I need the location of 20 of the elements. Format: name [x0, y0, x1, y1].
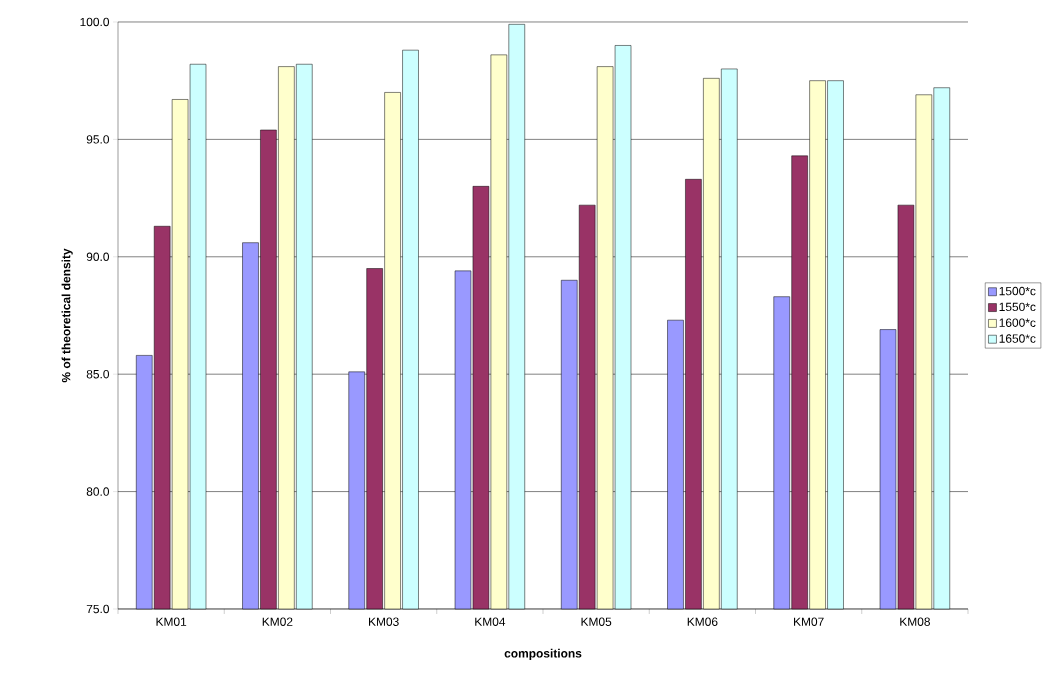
- x-tick-label: KM05: [581, 617, 612, 626]
- x-tick-label: KM04: [475, 617, 506, 626]
- x-tick-label: KM03: [369, 617, 399, 626]
- y-tick-label: 80.0: [86, 487, 110, 496]
- y-tick-label: 85.0: [86, 369, 110, 379]
- x-tick-label: KM01: [156, 617, 187, 626]
- y-axis-title: % of theoretical density: [61, 248, 73, 383]
- x-tick-label: KM02: [262, 617, 293, 626]
- x-axis-title: compositions: [504, 648, 582, 660]
- x-tick-label: KM08: [900, 617, 930, 626]
- legend-label: 1600*c: [999, 318, 1036, 327]
- x-tick-label: KM06: [687, 617, 718, 626]
- legend-label: 1500*c: [999, 286, 1036, 296]
- y-tick-label: 100.0: [80, 17, 110, 27]
- x-tick-label: KM07: [794, 617, 824, 626]
- legend-label: 1650*c: [999, 334, 1036, 343]
- y-tick-label: 95.0: [86, 135, 110, 144]
- legend-label: 1550*c: [999, 302, 1036, 312]
- y-tick-label: 90.0: [86, 252, 110, 262]
- y-tick-label: 75.0: [86, 604, 110, 614]
